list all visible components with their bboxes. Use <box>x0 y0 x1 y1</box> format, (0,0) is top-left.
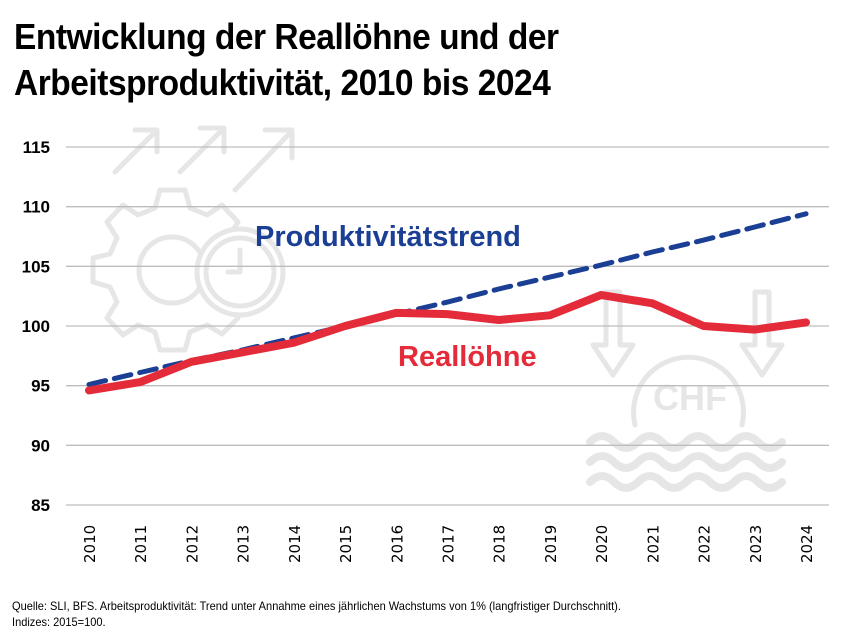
productivity-trend-label: Produktivitätstrend <box>255 221 521 253</box>
x-tick-label: 2014 <box>286 525 304 563</box>
x-tick-label: 2023 <box>747 525 765 563</box>
arrow-up-right-icon <box>232 127 295 193</box>
chf-coin-down-arrows-icon: CHF <box>586 289 786 492</box>
x-tick-label: 2016 <box>388 525 406 563</box>
y-tick-label: 105 <box>22 257 50 276</box>
footnote-index-note: Indizes: 2015=100. <box>12 615 106 629</box>
x-tick-label: 2012 <box>183 525 201 563</box>
y-tick-label: 90 <box>31 436 50 455</box>
arrow-up-right-icon <box>112 127 160 175</box>
x-tick-label: 2021 <box>644 525 662 563</box>
x-tick-label: 2017 <box>440 525 458 563</box>
background-icons: CHF <box>90 125 786 492</box>
x-tick-label: 2013 <box>235 525 253 563</box>
growth-gear-clock-icon <box>90 125 295 353</box>
arrow-down-icon <box>739 289 785 378</box>
x-tick-label: 2019 <box>542 525 560 563</box>
arrow-down-icon <box>590 289 636 378</box>
real-wages-label: Reallöhne <box>398 341 537 373</box>
y-axis-ticks: 85 90 95 100 105 110 115 <box>22 138 50 515</box>
coin-icon <box>631 354 746 428</box>
y-tick-label: 115 <box>23 138 50 157</box>
real-wages-line <box>85 291 810 395</box>
y-tick-label: 110 <box>23 198 50 217</box>
x-tick-label: 2024 <box>798 525 816 563</box>
x-tick-label: 2020 <box>593 525 611 563</box>
footnote-source: Quelle: SLI, BFS. Arbeitsproduktivität: … <box>12 599 621 613</box>
wave-icon <box>586 472 786 492</box>
x-tick-label: 2022 <box>696 525 714 563</box>
x-tick-label: 2015 <box>337 525 355 563</box>
x-tick-label: 2018 <box>491 525 509 563</box>
clock-face-icon <box>203 235 277 309</box>
clock-hands-icon <box>225 247 243 275</box>
x-tick-label: 2011 <box>132 525 150 563</box>
wave-icon <box>586 452 786 472</box>
footnote: Quelle: SLI, BFS. Arbeitsproduktivität: … <box>12 598 776 630</box>
x-tick-label: 2010 <box>81 525 99 563</box>
y-tick-label: 85 <box>31 496 50 515</box>
y-tick-label: 100 <box>22 317 50 336</box>
wave-icon <box>586 432 786 452</box>
x-axis-ticks: 2010 2011 2012 2013 2014 2015 2016 2017 2018 2019… <box>81 525 816 563</box>
series-annotations: Produktivitätstrend Reallöhne <box>255 221 537 373</box>
chart-title: Entwicklung der Reallöhne und der Arbeit… <box>14 16 559 103</box>
series-lines <box>85 211 810 395</box>
chf-label: CHF <box>653 377 727 418</box>
y-tick-label: 95 <box>31 377 50 396</box>
arrow-up-right-icon <box>177 125 227 175</box>
